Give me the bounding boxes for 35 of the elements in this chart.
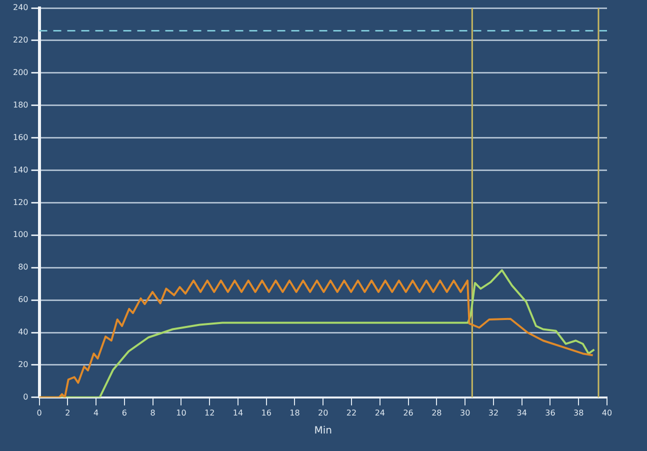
y-tick-label: 100	[12, 230, 28, 240]
x-tick-label: 32	[488, 408, 499, 418]
y-tick-label: 0	[23, 392, 28, 402]
x-tick-label: 24	[374, 408, 385, 418]
x-tick-label: 6	[122, 408, 127, 418]
x-tick-label: 20	[318, 408, 328, 418]
y-tick-label: 60	[18, 295, 28, 304]
x-tick-label: 2	[65, 408, 70, 418]
y-tick-label: 120	[12, 198, 28, 207]
x-tick-label: 26	[403, 408, 414, 418]
y-tick-label: 160	[12, 132, 28, 142]
y-tick-label: 20	[18, 360, 28, 370]
x-tick-label: 12	[204, 408, 215, 418]
x-tick-label: 14	[232, 408, 244, 418]
x-tick-label: 0	[36, 408, 42, 418]
x-tick-label: 16	[261, 408, 272, 418]
y-tick-label: 240	[12, 3, 28, 12]
x-tick-label: 40	[602, 408, 612, 418]
y-tick-label: 140	[12, 165, 28, 174]
x-tick-label: 38	[574, 408, 584, 418]
y-tick-label: 40	[18, 328, 28, 337]
x-tick-label: 4	[93, 408, 99, 418]
x-tick-label: 30	[460, 408, 470, 418]
y-tick-label: 80	[18, 262, 28, 272]
x-tick-label: 28	[432, 408, 442, 418]
x-tick-label: 8	[150, 408, 156, 418]
x-tick-label: 22	[346, 408, 357, 418]
y-tick-label: 200	[12, 68, 28, 77]
y-tick-label: 220	[12, 36, 28, 45]
x-tick-label: 34	[516, 408, 527, 418]
x-tick-label: 10	[176, 408, 186, 418]
x-axis-title: Min	[314, 426, 332, 437]
x-tick-label: 36	[545, 408, 556, 418]
y-tick-label: 180	[12, 100, 28, 110]
x-tick-label: 18	[290, 408, 300, 418]
